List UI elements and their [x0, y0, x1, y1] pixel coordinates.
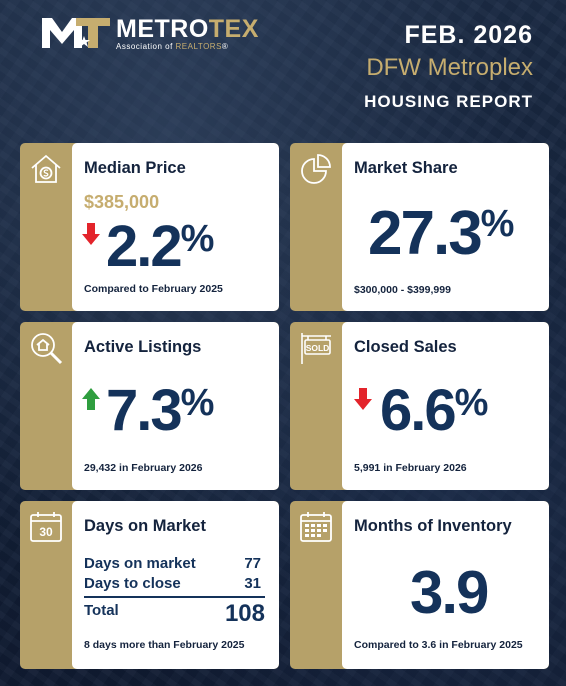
dom-total-label: Total — [84, 602, 119, 619]
median-price-footnote: Compared to February 2025 — [84, 283, 223, 295]
market-share-card: Market Share 27.3% $300,000 - $399,999 — [290, 143, 549, 311]
logo-subtitle: Association of REALTORS® — [116, 41, 229, 51]
pie-chart-icon — [298, 151, 334, 187]
months-inventory-footnote: Compared to 3.6 in February 2025 — [354, 639, 523, 651]
days-on-market-card: 30 Days on Market Days on market 77 Days … — [20, 501, 279, 669]
arrow-down-icon — [354, 388, 372, 410]
median-price-change: 2.2% — [106, 214, 215, 279]
market-share-value: 27.3% — [368, 199, 515, 268]
arrow-up-icon — [82, 388, 100, 410]
months-inventory-value: 3.9 — [410, 559, 489, 626]
active-listings-card: Active Listings 7.3% 29,432 in February … — [20, 322, 279, 490]
active-listings-footnote: 29,432 in February 2026 — [84, 462, 203, 474]
median-price-title: Median Price — [84, 159, 186, 177]
report-region: DFW Metroplex — [366, 54, 533, 81]
market-share-title: Market Share — [354, 159, 458, 177]
arrow-down-icon — [82, 223, 100, 245]
report-heading: FEB. 2026 DFW Metroplex HOUSING REPORT — [364, 22, 533, 111]
logo-mark-icon — [40, 14, 112, 52]
active-listings-change: 7.3% — [106, 378, 215, 443]
report-date: FEB. 2026 — [404, 21, 533, 49]
closed-sales-change: 6.6% — [380, 378, 489, 443]
market-share-footnote: $300,000 - $399,999 — [354, 284, 451, 296]
dom-total-value: 108 — [224, 600, 265, 627]
closed-sales-card: SOLD Closed Sales 6.6% 5,991 in February… — [290, 322, 549, 490]
logo-name: METROTEX — [116, 14, 259, 43]
dom-row-days-to-close: Days to close 31 — [84, 575, 261, 592]
report-title: HOUSING REPORT — [364, 92, 533, 111]
svg-text:SOLD: SOLD — [306, 343, 330, 353]
sold-sign-icon: SOLD — [298, 330, 334, 366]
active-listings-title: Active Listings — [84, 338, 202, 356]
svg-text:30: 30 — [39, 525, 53, 539]
metrotex-logo: METROTEX Association of REALTORS® — [40, 14, 259, 52]
median-price-card: Median Price $385,000 2.2% Compared to F… — [20, 143, 279, 311]
days-on-market-footnote: 8 days more than February 2025 — [84, 639, 245, 651]
house-dollar-icon — [28, 151, 64, 187]
months-inventory-title: Months of Inventory — [354, 517, 512, 535]
days-on-market-title: Days on Market — [84, 517, 206, 535]
median-price-value: $385,000 — [84, 192, 160, 212]
house-search-icon — [28, 330, 64, 366]
dom-divider — [84, 596, 265, 598]
calendar-grid-icon — [298, 509, 334, 545]
closed-sales-title: Closed Sales — [354, 338, 457, 356]
closed-sales-footnote: 5,991 in February 2026 — [354, 462, 467, 474]
dom-row-days-on-market: Days on market 77 — [84, 555, 261, 572]
months-inventory-card: Months of Inventory 3.9 Compared to 3.6 … — [290, 501, 549, 669]
calendar-30-icon: 30 — [28, 509, 64, 545]
